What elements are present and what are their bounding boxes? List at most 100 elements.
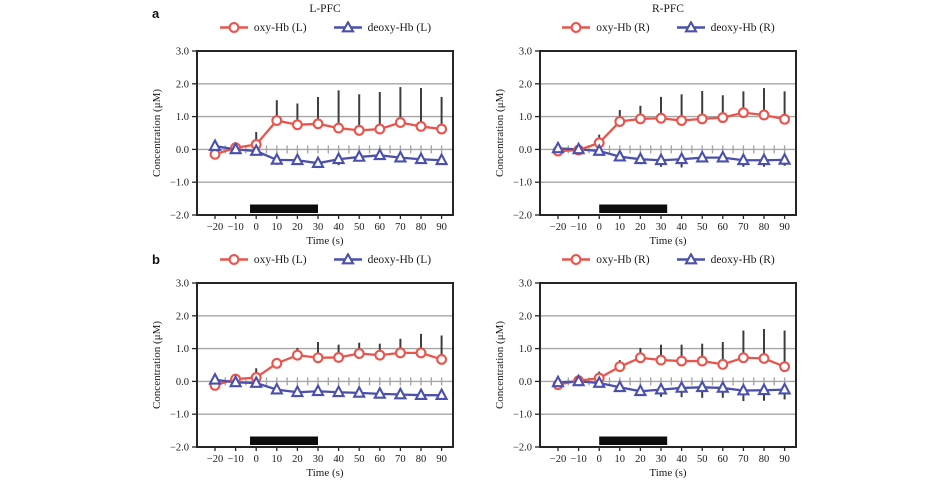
svg-text:10: 10 <box>272 222 283 233</box>
oxy-hb-marker-icon <box>394 117 406 128</box>
legend-item: oxy-Hb (R) <box>561 21 650 34</box>
svg-text:60: 60 <box>718 222 729 233</box>
deoxy-hb-marker-icon <box>736 382 751 396</box>
deoxy-hb-marker-icon <box>414 387 428 401</box>
svg-text:80: 80 <box>759 222 770 233</box>
legend-label: deoxy-Hb (R) <box>710 21 775 34</box>
oxy-hb-marker-icon <box>737 352 749 364</box>
oxy-hb-marker-icon <box>394 347 406 359</box>
deoxy-hb-marker-icon <box>270 152 284 165</box>
oxy-hb-legend-marker-icon <box>219 254 248 265</box>
legend-item: deoxy-Hb (L) <box>333 253 431 266</box>
legend-item: deoxy-Hb (R) <box>676 253 775 266</box>
deoxy-hb-marker-icon <box>592 143 606 156</box>
svg-text:−20: −20 <box>550 454 566 465</box>
svg-text:90: 90 <box>436 222 447 233</box>
svg-text:1.0: 1.0 <box>519 112 532 123</box>
legend-label: oxy-Hb (L) <box>253 21 307 34</box>
deoxy-hb-marker-icon <box>373 147 387 161</box>
svg-text:40: 40 <box>333 222 344 233</box>
svg-text:20: 20 <box>635 222 646 233</box>
oxy-hb-marker-icon <box>415 120 427 132</box>
oxy-hb-marker-icon <box>758 352 770 364</box>
deoxy-hb-marker-icon <box>393 386 408 400</box>
deoxy-hb-marker-icon <box>434 152 449 166</box>
plot-area-a-left: 3.0 2.0 1.0 0.0 −1.0 −2.0 −20 −10 0 10 20 30 40 50 60 7… <box>151 47 454 247</box>
oxy-hb-marker-icon <box>291 119 303 131</box>
svg-text:−1.0: −1.0 <box>170 178 189 189</box>
oxy-hb-marker-icon <box>353 124 365 136</box>
deoxy-hb-legend-marker-icon <box>333 253 362 265</box>
x-axis-title: Time (s) <box>649 467 687 479</box>
deoxy-hb-marker-icon <box>571 373 586 387</box>
legend-b-left: oxy-Hb (L) deoxy-Hb (L) <box>197 253 453 266</box>
svg-text:−1.0: −1.0 <box>513 178 532 189</box>
legend-label: oxy-Hb (L) <box>253 253 307 266</box>
oxy-hb-marker-icon <box>333 352 345 363</box>
svg-text:−20: −20 <box>207 454 223 465</box>
deoxy-hb-marker-icon <box>695 149 709 163</box>
svg-text:90: 90 <box>779 454 790 465</box>
legend-label: oxy-Hb (R) <box>596 253 650 266</box>
svg-text:70: 70 <box>738 454 749 465</box>
svg-text:20: 20 <box>292 222 303 233</box>
svg-text:40: 40 <box>676 222 687 233</box>
svg-text:0: 0 <box>597 222 602 233</box>
deoxy-hb-marker-icon <box>228 141 243 155</box>
oxy-hb-marker-icon <box>209 148 221 160</box>
svg-text:50: 50 <box>354 222 365 233</box>
deoxy-hb-marker-icon <box>393 149 408 163</box>
svg-text:60: 60 <box>375 454 386 465</box>
svg-text:−10: −10 <box>227 454 243 465</box>
svg-text:0.0: 0.0 <box>519 377 532 388</box>
deoxy-hb-marker-icon <box>208 371 222 385</box>
svg-text:1.0: 1.0 <box>519 344 532 355</box>
deoxy-hb-marker-icon <box>290 384 305 398</box>
legend-item: oxy-Hb (L) <box>219 21 307 34</box>
svg-text:70: 70 <box>395 222 406 233</box>
oxy-hb-marker-icon <box>779 361 791 373</box>
svg-text:80: 80 <box>416 222 427 233</box>
svg-text:80: 80 <box>416 454 427 465</box>
deoxy-hb-marker-icon <box>757 382 771 396</box>
legend-label: oxy-Hb (R) <box>596 21 650 34</box>
svg-text:30: 30 <box>656 454 667 465</box>
svg-text:50: 50 <box>697 222 708 233</box>
legend-label: deoxy-Hb (R) <box>710 253 775 266</box>
deoxy-hb-marker-icon <box>633 151 648 165</box>
y-axis-title: Concentration (μM) <box>151 89 163 177</box>
svg-text:30: 30 <box>656 222 667 233</box>
svg-text:−20: −20 <box>550 222 566 233</box>
deoxy-hb-marker-icon <box>674 380 689 393</box>
oxy-hb-marker-icon <box>291 349 303 361</box>
svg-text:−1.0: −1.0 <box>170 410 189 421</box>
y-axis-title: Concentration (μM) <box>494 321 506 409</box>
svg-text:−20: −20 <box>207 222 223 233</box>
svg-text:−2.0: −2.0 <box>170 211 189 222</box>
svg-text:40: 40 <box>333 454 344 465</box>
oxy-hb-marker-icon <box>737 107 749 119</box>
svg-text:1.0: 1.0 <box>176 344 189 355</box>
oxy-hb-legend-marker-icon <box>562 254 591 265</box>
plot-area-b-left: 3.0 2.0 1.0 0.0 −1.0 −2.0 −20 −10 0 10 20 30 40 50 60 7… <box>151 279 454 479</box>
deoxy-hb-marker-icon <box>208 138 222 151</box>
oxy-hb-legend-marker-icon <box>219 22 248 33</box>
deoxy-hb-marker-icon <box>373 386 387 399</box>
deoxy-hb-legend-marker-icon <box>333 21 362 33</box>
y-axis-title: Concentration (μM) <box>151 321 163 409</box>
oxy-hb-marker-icon <box>312 118 324 130</box>
oxy-hb-marker-icon <box>696 355 708 367</box>
legend-b-right: oxy-Hb (R) deoxy-Hb (R) <box>540 253 796 266</box>
svg-text:30: 30 <box>313 222 324 233</box>
legend-item: oxy-Hb (R) <box>561 253 650 266</box>
deoxy-hb-marker-icon <box>777 152 792 165</box>
deoxy-hb-marker-icon <box>613 379 627 393</box>
deoxy-hb-legend-marker-icon <box>676 253 705 265</box>
oxy-hb-marker-icon <box>655 354 667 366</box>
svg-text:−10: −10 <box>227 222 243 233</box>
x-axis-title: Time (s) <box>649 235 687 247</box>
svg-text:−2.0: −2.0 <box>513 443 532 454</box>
plot-area-b-right: 3.0 2.0 1.0 0.0 −1.0 −2.0 −20 −10 0 10 20 30 40 50 60 7… <box>494 279 797 479</box>
oxy-hb-marker-icon <box>634 113 646 125</box>
svg-text:−10: −10 <box>570 454 586 465</box>
